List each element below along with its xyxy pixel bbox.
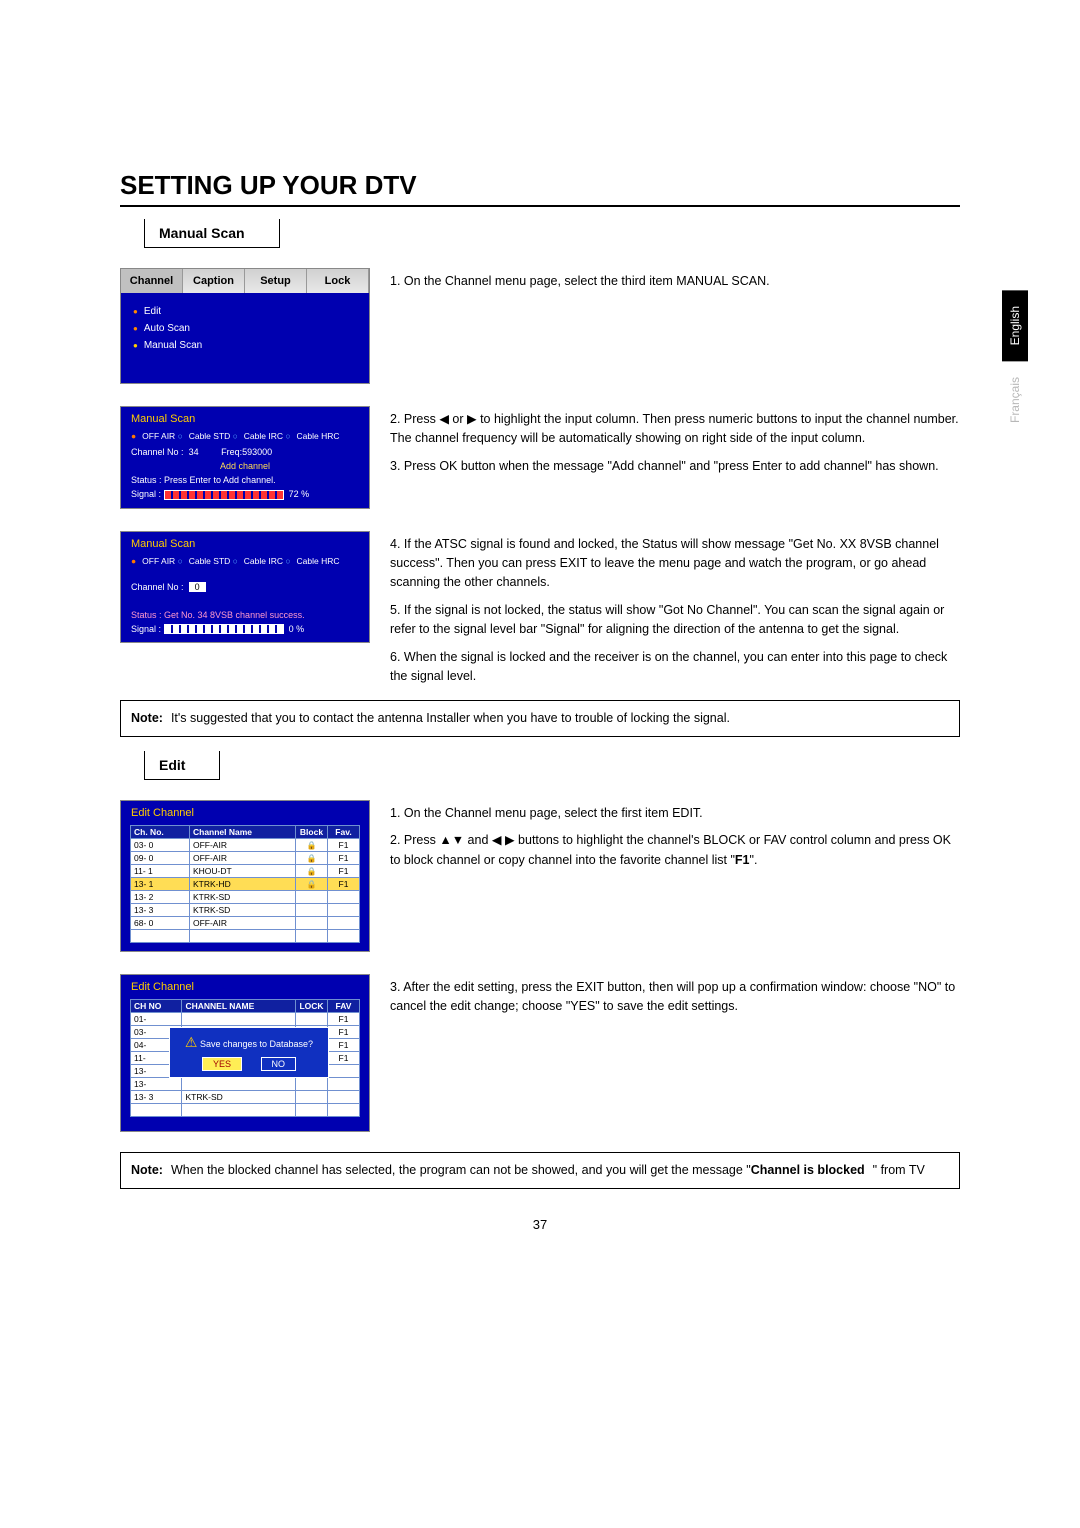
ss2-ch-label: Channel No : — [131, 447, 184, 457]
screenshot-manual-scan-success: Manual Scan ●OFF AIR ○Cable STD ○Cable I… — [120, 531, 370, 644]
ss3-radios: ●OFF AIR ○Cable STD ○Cable IRC ○Cable HR… — [121, 552, 369, 570]
note2-a: When the blocked channel has selected, t… — [171, 1163, 751, 1177]
instruction-ms1: 1. On the Channel menu page, select the … — [390, 272, 960, 291]
popup-yes-button: YES — [202, 1057, 242, 1071]
note-antenna: Note: It's suggested that you to contact … — [120, 700, 960, 737]
save-popup: ⚠ Save changes to Database? YES NO — [169, 1027, 329, 1078]
instruction-ms6: 6. When the signal is locked and the rec… — [390, 648, 960, 687]
instruction-ms3: 3. Press OK button when the message "Add… — [390, 457, 960, 476]
page-title: SETTING UP YOUR DTV — [120, 170, 960, 207]
ss3-status: Status : Get No. 34 8VSB channel success… — [121, 608, 369, 622]
ss3-title: Manual Scan — [121, 532, 369, 552]
tab-caption: Caption — [183, 269, 245, 293]
ss3-ch-val: 0 — [189, 582, 206, 592]
instruction-ed3: 3. After the edit setting, press the EXI… — [390, 978, 960, 1017]
warning-icon: ⚠ — [185, 1034, 198, 1050]
menu-manual-scan: Manual Scan — [133, 337, 357, 354]
tab-channel: Channel — [121, 269, 183, 293]
note1-label: Note: — [131, 711, 163, 725]
section-manual-scan: Manual Scan — [144, 219, 280, 248]
ss2-title: Manual Scan — [121, 407, 369, 427]
popup-no-button: NO — [261, 1057, 297, 1071]
screenshot-edit-channel: Edit Channel Ch. No.Channel NameBlockFav… — [120, 800, 370, 952]
ss4-title: Edit Channel — [121, 801, 369, 821]
page-number: 37 — [120, 1217, 960, 1232]
instruction-ed1: 1. On the Channel menu page, select the … — [390, 804, 960, 823]
ss2-radios: ●OFF AIR ○Cable STD ○Cable IRC ○Cable HR… — [121, 427, 369, 445]
menu-auto-scan: Auto Scan — [133, 320, 357, 337]
popup-text: Save changes to Database? — [200, 1039, 313, 1049]
signal-bar-icon — [164, 490, 284, 500]
ss2-freq: Freq:593000 — [221, 447, 272, 457]
note-blocked: Note: When the blocked channel has select… — [120, 1152, 960, 1189]
note1-text: It's suggested that you to contact the a… — [171, 711, 730, 725]
instruction-ms4: 4. If the ATSC signal is found and locke… — [390, 535, 960, 593]
ss3-sig-pct: 0 % — [289, 624, 305, 634]
ss3-ch-label: Channel No : — [131, 582, 184, 592]
instruction-ed2: 2. Press ▲▼ and ◀ ▶ buttons to highlight… — [390, 831, 960, 870]
tab-lock: Lock — [307, 269, 369, 293]
section-edit: Edit — [144, 751, 220, 780]
ss3-sig-label: Signal : — [131, 624, 161, 634]
screenshot-channel-menu: Channel Caption Setup Lock Edit Auto Sca… — [120, 268, 370, 384]
ss2-sig-label: Signal : — [131, 489, 161, 499]
ss5-title: Edit Channel — [121, 975, 369, 995]
screenshot-manual-scan-add: Manual Scan ●OFF AIR ○Cable STD ○Cable I… — [120, 406, 370, 509]
instruction-ms5: 5. If the signal is not locked, the stat… — [390, 601, 960, 640]
instruction-ms2: 2. Press ◀ or ▶ to highlight the input c… — [390, 410, 960, 449]
tab-setup: Setup — [245, 269, 307, 293]
ss2-ch-val: 34 — [189, 447, 199, 457]
ss2-sig-pct: 72 % — [289, 489, 310, 499]
ss2-status: Status : Press Enter to Add channel. — [121, 473, 369, 487]
signal-bar-empty-icon — [164, 624, 284, 634]
edit-channel-table: Ch. No.Channel NameBlockFav.03- 0OFF-AIR… — [130, 825, 360, 943]
screenshot-edit-save-popup: Edit Channel CH NOCHANNEL NAMELOCKFAV01-… — [120, 974, 370, 1132]
menu-edit: Edit — [133, 303, 357, 320]
note2-label: Note: — [131, 1163, 163, 1177]
ss2-add: Add channel — [121, 459, 369, 473]
note2-c: " from TV — [873, 1163, 925, 1177]
note2-b: Channel is blocked — [751, 1163, 865, 1177]
